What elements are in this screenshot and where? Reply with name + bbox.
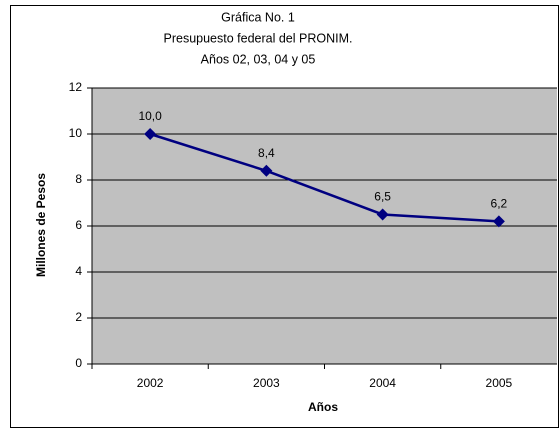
y-tick-label: 4 bbox=[75, 264, 82, 278]
data-label: 6,2 bbox=[491, 197, 508, 211]
chart-title: Presupuesto federal del PRONIM. bbox=[164, 31, 353, 45]
chart-title: Gráfica No. 1 bbox=[221, 10, 295, 24]
x-axis-label: Años bbox=[308, 400, 338, 414]
marker bbox=[376, 208, 389, 221]
marker bbox=[144, 128, 157, 140]
x-tick-label: 2003 bbox=[253, 376, 280, 390]
chart-title: Años 02, 03, 04 y 05 bbox=[201, 52, 316, 66]
y-tick-label: 0 bbox=[75, 356, 82, 370]
y-axis-label: Millones de Pesos bbox=[34, 173, 48, 277]
y-tick-label: 2 bbox=[75, 310, 82, 324]
data-label: 6,5 bbox=[374, 190, 391, 204]
y-tick-label: 10 bbox=[69, 126, 83, 140]
y-tick-label: 12 bbox=[69, 80, 83, 94]
line bbox=[149, 132, 499, 223]
y-tick-label: 6 bbox=[75, 218, 82, 232]
data-label: 10,0 bbox=[138, 109, 162, 123]
x-tick-label: 2004 bbox=[369, 376, 396, 390]
marker bbox=[492, 215, 505, 228]
marker bbox=[260, 164, 273, 177]
x-tick-label: 2005 bbox=[486, 376, 513, 390]
x-tick-label: 2002 bbox=[137, 376, 164, 390]
y-tick-label: 8 bbox=[75, 172, 82, 186]
data-label: 8,4 bbox=[258, 146, 275, 160]
